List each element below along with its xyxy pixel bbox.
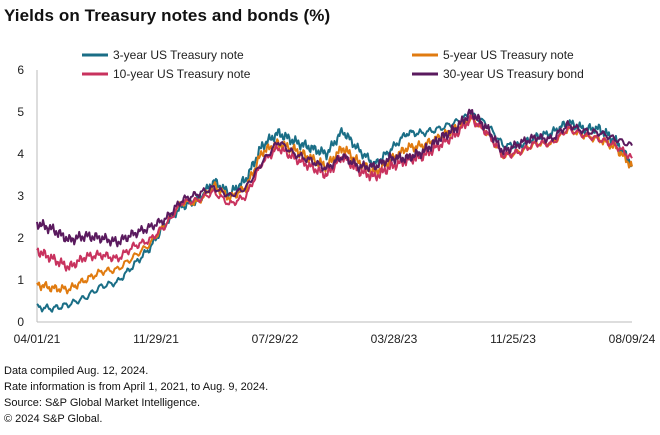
legend-label: 5-year US Treasury note xyxy=(443,48,574,62)
x-tick-label: 11/25/23 xyxy=(490,332,536,346)
note-data-compiled: Data compiled Aug. 12, 2024. xyxy=(4,365,149,377)
legend-label: 3-year US Treasury note xyxy=(113,48,244,62)
series-line-1 xyxy=(36,112,633,313)
y-axis-ticks: 0 1 2 3 4 5 6 xyxy=(17,63,24,329)
note-source: Source: S&P Global Market Intelligence. xyxy=(4,397,201,409)
legend-label: 10-year US Treasury note xyxy=(113,67,251,81)
y-tick-label: 6 xyxy=(17,63,24,77)
y-tick-label: 2 xyxy=(17,231,24,245)
note-rate-range: Rate information is from April 1, 2021, … xyxy=(4,381,269,393)
x-tick-label: 08/09/24 xyxy=(609,332,656,346)
y-tick-label: 5 xyxy=(17,105,24,119)
y-tick-label: 4 xyxy=(17,147,24,161)
y-tick-label: 1 xyxy=(17,273,24,287)
x-tick-label: 03/28/23 xyxy=(371,332,418,346)
series-line-3 xyxy=(36,114,633,272)
series-line-4 xyxy=(36,108,633,248)
x-tick-label: 07/29/22 xyxy=(252,332,299,346)
x-tick-label: 11/29/21 xyxy=(133,332,179,346)
chart-legend: 3-year US Treasury note 5-year US Treasur… xyxy=(82,48,584,81)
line-chart: 3-year US Treasury note 5-year US Treasur… xyxy=(14,48,656,346)
x-tick-label: 04/01/21 xyxy=(14,332,61,346)
chart-notes: Data compiled Aug. 12, 2024. Rate inform… xyxy=(4,363,268,427)
y-tick-label: 0 xyxy=(17,315,24,329)
legend-label: 30-year US Treasury bond xyxy=(443,67,584,81)
chart-title: Yields on Treasury notes and bonds (%) xyxy=(4,6,331,25)
x-axis-ticks: 04/01/21 11/29/21 07/29/22 03/28/23 11/25/23… xyxy=(14,332,656,346)
note-copyright: © 2024 S&P Global. xyxy=(4,413,103,425)
series-lines xyxy=(36,108,633,313)
y-tick-label: 3 xyxy=(17,189,24,203)
